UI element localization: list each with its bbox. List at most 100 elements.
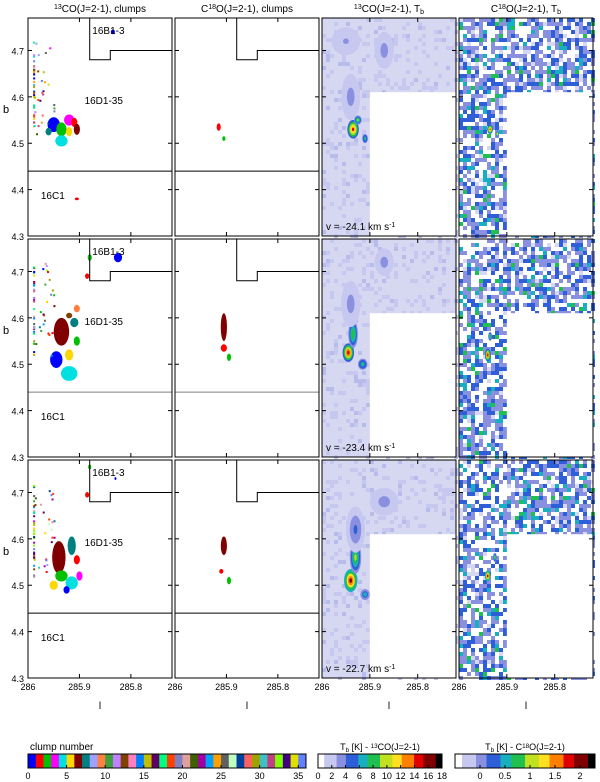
map-pixel: [523, 46, 527, 50]
map-pixel: [463, 439, 467, 443]
map-pixel: [479, 375, 483, 379]
map-pixel: [322, 178, 326, 182]
map-pixel: [507, 38, 511, 42]
clump-pixel: [48, 518, 51, 521]
map-pixel: [519, 78, 523, 82]
map-pixel: [438, 243, 442, 247]
map-pixel: [362, 154, 366, 158]
map-pixel: [467, 82, 471, 86]
map-pixel: [479, 339, 483, 343]
map-pixel: [362, 146, 366, 150]
map-pixel: [410, 259, 414, 263]
map-pixel: [507, 259, 511, 263]
map-pixel: [475, 299, 479, 303]
map-pixel: [418, 90, 422, 94]
map-pixel: [326, 524, 330, 528]
clump-pixel: [50, 541, 53, 544]
map-pixel: [366, 263, 370, 267]
map-pixel: [346, 182, 350, 186]
map-pixel: [438, 496, 442, 500]
map-pixel: [559, 287, 563, 291]
map-pixel: [515, 295, 519, 299]
map-pixel: [366, 379, 370, 383]
emission-blob: [489, 335, 491, 338]
map-pixel: [475, 351, 479, 355]
map-pixel: [491, 423, 495, 427]
map-pixel: [459, 66, 463, 70]
map-pixel: [326, 311, 330, 315]
map-pixel: [338, 263, 342, 267]
map-pixel: [426, 307, 430, 311]
map-pixel: [579, 26, 583, 30]
map-pixel: [563, 82, 567, 86]
map-pixel: [463, 174, 467, 178]
map-pixel: [507, 263, 511, 267]
clump-pixel: [33, 327, 36, 330]
map-pixel: [471, 439, 475, 443]
map-pixel: [374, 74, 378, 78]
map-pixel: [535, 38, 539, 42]
map-pixel: [547, 66, 551, 70]
clump-pixel: [33, 104, 36, 107]
map-pixel: [463, 214, 467, 218]
map-pixel: [579, 82, 583, 86]
map-pixel: [430, 295, 434, 299]
map-pixel: [543, 243, 547, 247]
map-pixel: [483, 226, 487, 230]
map-pixel: [374, 279, 378, 283]
map-pixel: [326, 351, 330, 355]
map-pixel: [535, 22, 539, 26]
map-pixel: [326, 355, 330, 359]
map-pixel: [342, 62, 346, 66]
clump-pixel: [53, 536, 56, 539]
map-pixel: [471, 102, 475, 106]
map-pixel: [362, 287, 366, 291]
map-pixel: [567, 299, 571, 303]
map-pixel: [523, 58, 527, 62]
map-pixel: [402, 34, 406, 38]
map-pixel: [475, 343, 479, 347]
map-pixel: [483, 206, 487, 210]
map-pixel: [519, 307, 523, 311]
map-pixel: [459, 431, 463, 435]
map-pixel: [527, 291, 531, 295]
map-pixel: [583, 74, 587, 78]
map-pixel: [483, 34, 487, 38]
map-pixel: [527, 54, 531, 58]
map-pixel: [559, 263, 563, 267]
map-pixel: [354, 419, 358, 423]
map-pixel: [475, 247, 479, 251]
map-pixel: [330, 142, 334, 146]
map-pixel: [527, 70, 531, 74]
map-pixel: [463, 251, 467, 255]
map-pixel: [463, 222, 467, 226]
map-pixel: [551, 34, 555, 38]
map-pixel: [507, 271, 511, 275]
map-pixel: [491, 66, 495, 70]
map-pixel: [515, 279, 519, 283]
map-pixel: [547, 283, 551, 287]
map-pixel: [378, 18, 382, 22]
map-pixel: [503, 186, 507, 190]
map-pixel: [551, 22, 555, 26]
map-pixel: [410, 243, 414, 247]
map-pixel: [547, 251, 551, 255]
map-pixel: [499, 78, 503, 82]
map-pixel: [491, 355, 495, 359]
map-pixel: [515, 38, 519, 42]
map-pixel: [450, 492, 454, 496]
map-pixel: [527, 62, 531, 66]
map-pixel: [563, 271, 567, 275]
map-pixel: [394, 508, 398, 512]
clump-pixel: [33, 113, 36, 116]
map-pixel: [338, 98, 342, 102]
map-pixel: [459, 130, 463, 134]
map-pixel: [483, 198, 487, 202]
clump-pixel: [33, 548, 36, 551]
map-pixel: [487, 66, 491, 70]
clump-pixel: [33, 55, 36, 58]
map-pixel: [511, 255, 515, 259]
map-pixel: [382, 279, 386, 283]
map-pixel: [535, 66, 539, 70]
emission-blob: [364, 137, 366, 140]
